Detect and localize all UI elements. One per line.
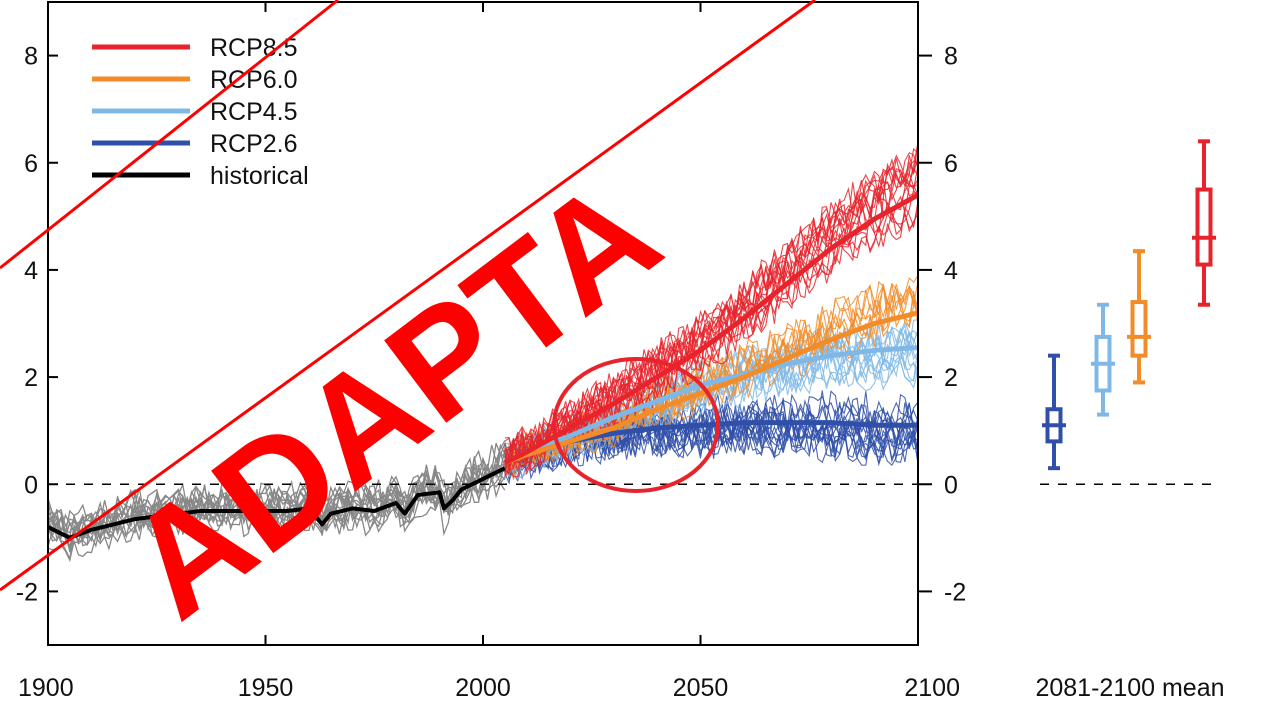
x-tick-label: 1950 xyxy=(238,674,294,702)
historical-ensemble-member xyxy=(47,475,506,563)
y-tick-label-right: 6 xyxy=(944,150,958,178)
y-tick-label-left: 6 xyxy=(24,150,38,178)
boxplot-rcp26 xyxy=(1042,353,1066,471)
axes: 1900 1950 2000 2050 2100 -2 -2 0 0 2 2 4 4 6 6 8 8 xyxy=(16,2,966,702)
highlight-circle-annotation xyxy=(552,357,720,493)
legend-label-rcp45: RCP4.5 xyxy=(210,98,298,126)
y-tick-label-left: 0 xyxy=(24,471,38,499)
y-tick-label-right: 4 xyxy=(944,257,958,285)
y-tick-label-right: -2 xyxy=(944,578,966,606)
y-tick-label-left: 2 xyxy=(24,364,38,392)
y-tick-label-right: 2 xyxy=(944,364,958,392)
boxplot-box xyxy=(1195,187,1213,267)
historical-ensemble-member xyxy=(47,464,506,553)
RCP8.5-ensemble-member xyxy=(504,173,919,473)
series-line-rcp60 xyxy=(503,310,919,466)
watermark-line-lower xyxy=(0,0,816,592)
boxplot-rcp60 xyxy=(1127,249,1151,385)
y-tick-label-left: 4 xyxy=(24,257,38,285)
RCP6.0-ensemble-member xyxy=(504,275,919,474)
legend-label-rcp85: RCP8.5 xyxy=(210,34,298,62)
watermark-line-upper xyxy=(0,0,339,270)
x-tick-label: 2050 xyxy=(673,674,729,702)
y-tick-label-left: 8 xyxy=(24,43,38,71)
legend-label-historical: historical xyxy=(210,162,309,190)
boxplot-rcp85 xyxy=(1192,139,1216,307)
series-line-historical xyxy=(47,466,506,540)
RCP8.5-ensemble-member xyxy=(504,144,919,461)
y-tick-label-left: -2 xyxy=(16,578,38,606)
x-tick-label: 1900 xyxy=(18,674,74,702)
historical-ensemble-member xyxy=(47,442,506,532)
x-tick-label: 2100 xyxy=(904,674,960,702)
y-tick-label-right: 0 xyxy=(944,471,958,499)
boxplot-caption: 2081-2100 mean xyxy=(1035,674,1224,702)
x-tick-label: 2000 xyxy=(455,674,511,702)
boxplots xyxy=(1042,139,1216,471)
legend-label-rcp26: RCP2.6 xyxy=(210,130,298,158)
y-tick-label-right: 8 xyxy=(944,43,958,71)
boxplot-box xyxy=(1130,300,1148,358)
historical-ensemble-member xyxy=(47,443,506,539)
boxplot-rcp45 xyxy=(1091,302,1115,417)
